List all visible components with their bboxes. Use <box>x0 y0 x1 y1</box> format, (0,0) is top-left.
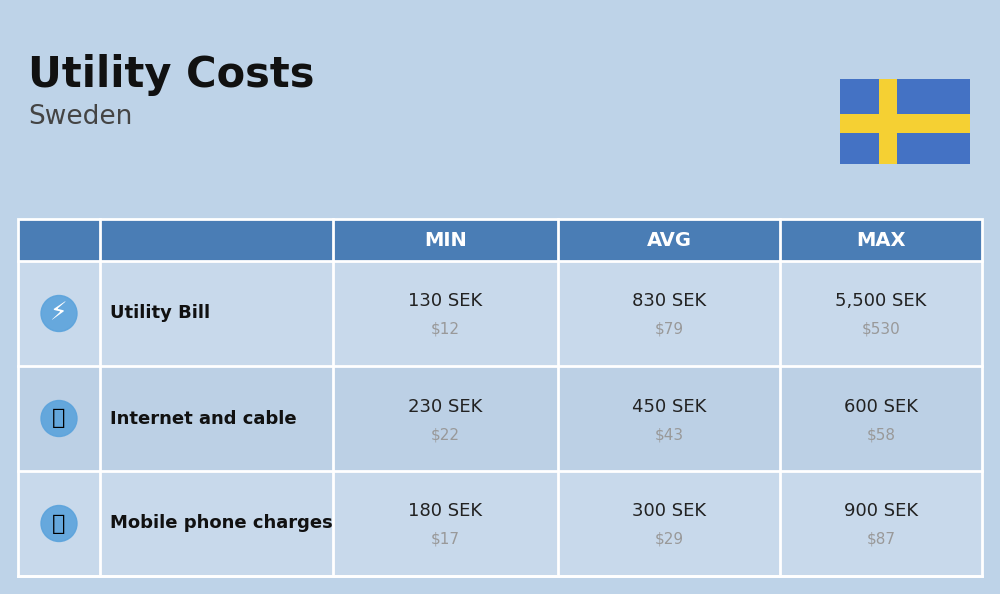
Bar <box>879 79 897 164</box>
Text: 📱: 📱 <box>52 513 66 533</box>
Text: Internet and cable: Internet and cable <box>110 409 297 428</box>
Circle shape <box>41 505 77 542</box>
Bar <box>24 372 94 465</box>
Text: 600 SEK: 600 SEK <box>844 397 918 415</box>
Text: MAX: MAX <box>856 230 906 249</box>
Text: $58: $58 <box>866 427 896 442</box>
Text: $29: $29 <box>654 532 684 547</box>
Bar <box>18 219 333 261</box>
Text: 180 SEK: 180 SEK <box>408 503 483 520</box>
Text: 📶: 📶 <box>52 409 66 428</box>
Text: Utility Bill: Utility Bill <box>110 305 210 323</box>
Text: AVG: AVG <box>646 230 692 249</box>
Text: MIN: MIN <box>424 230 467 249</box>
Text: $43: $43 <box>654 427 684 442</box>
Bar <box>24 477 94 570</box>
Text: $12: $12 <box>431 322 460 337</box>
Circle shape <box>41 400 77 437</box>
Text: 450 SEK: 450 SEK <box>632 397 706 415</box>
Text: 900 SEK: 900 SEK <box>844 503 918 520</box>
Text: 5,500 SEK: 5,500 SEK <box>835 292 927 311</box>
Text: $79: $79 <box>654 322 684 337</box>
Circle shape <box>41 295 77 331</box>
Text: Utility Costs: Utility Costs <box>28 54 314 96</box>
Text: 130 SEK: 130 SEK <box>408 292 483 311</box>
Text: 230 SEK: 230 SEK <box>408 397 483 415</box>
Bar <box>18 471 982 576</box>
Text: 830 SEK: 830 SEK <box>632 292 706 311</box>
Bar <box>24 267 94 360</box>
Text: Mobile phone charges: Mobile phone charges <box>110 514 333 532</box>
Text: $530: $530 <box>862 322 900 337</box>
Text: $17: $17 <box>431 532 460 547</box>
Text: $87: $87 <box>866 532 896 547</box>
Text: ⚡: ⚡ <box>50 302 68 326</box>
Bar <box>18 219 982 576</box>
Bar <box>840 114 970 132</box>
Text: Sweden: Sweden <box>28 104 132 130</box>
Bar <box>840 79 970 164</box>
Bar <box>333 219 982 261</box>
Text: $22: $22 <box>431 427 460 442</box>
Bar <box>18 261 982 366</box>
Text: 300 SEK: 300 SEK <box>632 503 706 520</box>
Bar <box>18 366 982 471</box>
